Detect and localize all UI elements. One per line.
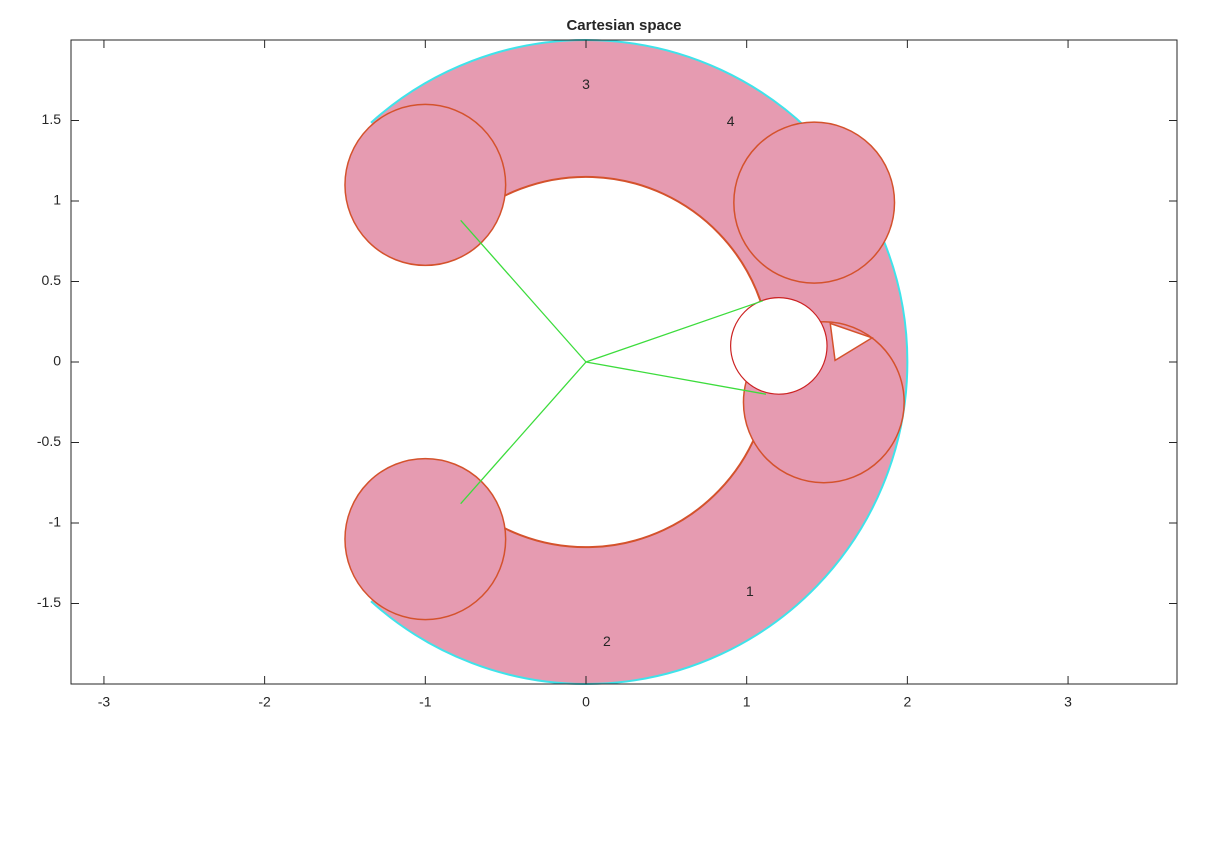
- link: [585, 300, 763, 363]
- notch: [829, 322, 874, 362]
- link: [585, 361, 767, 395]
- link: [460, 361, 587, 505]
- chart-title: Cartesian space: [566, 17, 681, 34]
- x-tick-label: 3: [1064, 694, 1072, 710]
- x-tick-label: 0: [582, 694, 590, 710]
- annotation: 4: [727, 113, 735, 129]
- reach-circle: [344, 103, 507, 267]
- reach-circle: [733, 121, 896, 284]
- y-tick-label: 1.5: [42, 111, 62, 127]
- obstacle: [730, 297, 828, 395]
- link: [460, 219, 587, 363]
- y-tick-label: -0.5: [37, 433, 61, 449]
- y-tick-label: -1: [49, 514, 62, 530]
- x-tick-label: 1: [743, 694, 751, 710]
- y-tick-label: -1.5: [37, 594, 61, 610]
- annotation: 3: [582, 76, 590, 92]
- y-tick-label: 1: [53, 192, 61, 208]
- annotation: 1: [746, 583, 754, 599]
- y-tick-label: 0: [53, 353, 61, 369]
- x-tick-label: -2: [258, 694, 271, 710]
- x-tick-label: 2: [903, 694, 911, 710]
- y-tick-label: 0.5: [42, 272, 62, 288]
- annotation: 2: [603, 633, 611, 649]
- x-tick-label: -3: [98, 694, 111, 710]
- reach-circle: [344, 457, 507, 621]
- x-tick-label: -1: [419, 694, 432, 710]
